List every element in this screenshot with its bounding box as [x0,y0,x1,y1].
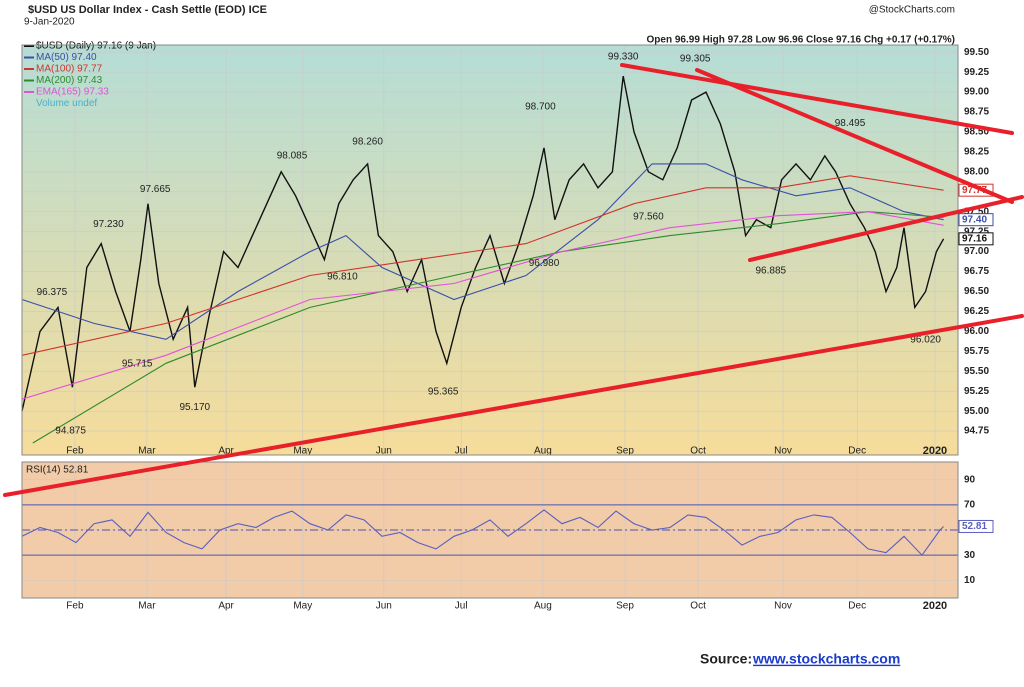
legend-label: MA(200) 97.43 [36,75,103,86]
price-tag-label: 52.81 [962,521,987,532]
trend-line [3,314,1024,497]
panel-frame [21,461,959,599]
annotation: 97.230 [93,219,124,230]
x-tick-label: 2020 [923,600,947,612]
y-tick-label: 99.25 [964,67,989,78]
x-tick-label: Jul [455,446,468,457]
x-tick-label: Sep [616,601,634,612]
y-tick-label: 90 [964,474,976,485]
y-tick-label: 98.25 [964,147,989,158]
price-tag [958,519,994,533]
x-tick-label: Feb [66,446,84,457]
chart-subtitle: 9-Jan-2020 [24,17,75,28]
trend-line [695,68,1014,204]
annotation: 99.305 [680,53,711,64]
y-tick-label: 95.25 [964,386,989,397]
chart-title: $USD US Dollar Index - Cash Settle (EOD)… [28,4,267,16]
y-tick-label: 96.00 [964,326,989,337]
x-tick-label: Oct [690,446,706,457]
price-tag-label: 97.40 [962,214,987,225]
x-tick-label: Dec [848,446,866,457]
x-tick-label: May [293,601,312,612]
x-tick-label: Nov [774,446,792,457]
x-tick-label: Nov [774,601,792,612]
x-tick-label: Mar [138,446,156,457]
y-tick-label: 94.75 [964,426,989,437]
legend-label: Volume undef [36,98,97,109]
series-line [21,509,944,557]
y-tick-label: 98.75 [964,107,989,118]
x-tick-label: Mar [138,601,156,612]
y-tick-label: 95.75 [964,346,989,357]
legend-label: MA(100) 97.77 [36,64,103,75]
annotation: 96.885 [756,265,787,276]
x-tick-label: Jun [376,601,392,612]
x-tick-label: Aug [534,601,552,612]
y-tick-label: 10 [964,575,976,586]
y-tick-label: 96.25 [964,306,989,317]
credit: @StockCharts.com [869,5,955,16]
quote: Open 96.99 High 97.28 Low 96.96 Close 97… [647,35,955,46]
annotation: 96.980 [529,258,560,269]
annotation: 94.875 [55,426,86,437]
y-tick-label: 97.50 [964,206,989,217]
x-tick-label: May [293,446,312,457]
y-tick-label: 95.00 [964,406,989,417]
annotation: 98.260 [352,137,383,148]
panel-background [22,45,958,455]
y-tick-label: 70 [964,499,976,510]
y-tick-label: 97.00 [964,246,989,257]
y-tick-label: 96.50 [964,286,989,297]
x-tick-label: Sep [616,446,634,457]
trend-line [748,195,1024,262]
annotation: 99.330 [608,51,639,62]
source-prefix: Source: [700,651,752,667]
y-tick-label: 98.00 [964,166,989,177]
price-tag-label: 97.77 [962,185,987,196]
series-line [21,175,944,356]
source-link[interactable]: www.stockcharts.com [752,651,900,667]
y-tick-label: 96.75 [964,266,989,277]
annotation: 98.700 [525,102,556,113]
x-tick-label: Apr [218,446,234,457]
series-line [21,163,944,340]
price-tag [958,213,994,227]
legend-label: MA(50) 97.40 [36,52,97,63]
x-tick-label: Oct [690,601,706,612]
x-tick-label: 2020 [923,445,947,457]
panel-title: RSI(14) 52.81 [26,465,89,476]
y-tick-label: 98.50 [964,127,989,138]
price-tag [958,183,994,197]
price-tag-label: 97.16 [962,233,987,244]
legend-label: EMA(165) 97.33 [36,87,109,98]
price-tag [958,232,994,246]
series-line [21,211,944,400]
x-tick-label: Jun [376,446,392,457]
x-tick-label: Feb [66,601,84,612]
legend-label: $USD (Daily) 97.16 (9 Jan) [36,41,156,52]
annotation: 96.810 [327,271,358,282]
annotation: 98.495 [835,118,866,129]
annotation: 95.365 [428,387,459,398]
annotation: 95.715 [122,359,153,370]
y-tick-label: 30 [964,550,976,561]
y-tick-label: 95.50 [964,366,989,377]
annotation: 96.020 [910,334,941,345]
annotation: 97.560 [633,212,664,223]
x-tick-label: Dec [848,601,866,612]
x-tick-label: Apr [218,601,234,612]
panel-frame [21,44,959,456]
annotation: 98.085 [277,151,308,162]
x-tick-label: Aug [534,446,552,457]
trend-line [620,63,1014,135]
annotation: 95.170 [180,402,211,413]
x-tick-label: Jul [455,601,468,612]
annotation: 96.375 [37,287,68,298]
annotation: 97.665 [140,184,171,195]
y-tick-label: 97.25 [964,226,989,237]
y-tick-label: 99.50 [964,47,989,58]
y-tick-label: 99.00 [964,87,989,98]
